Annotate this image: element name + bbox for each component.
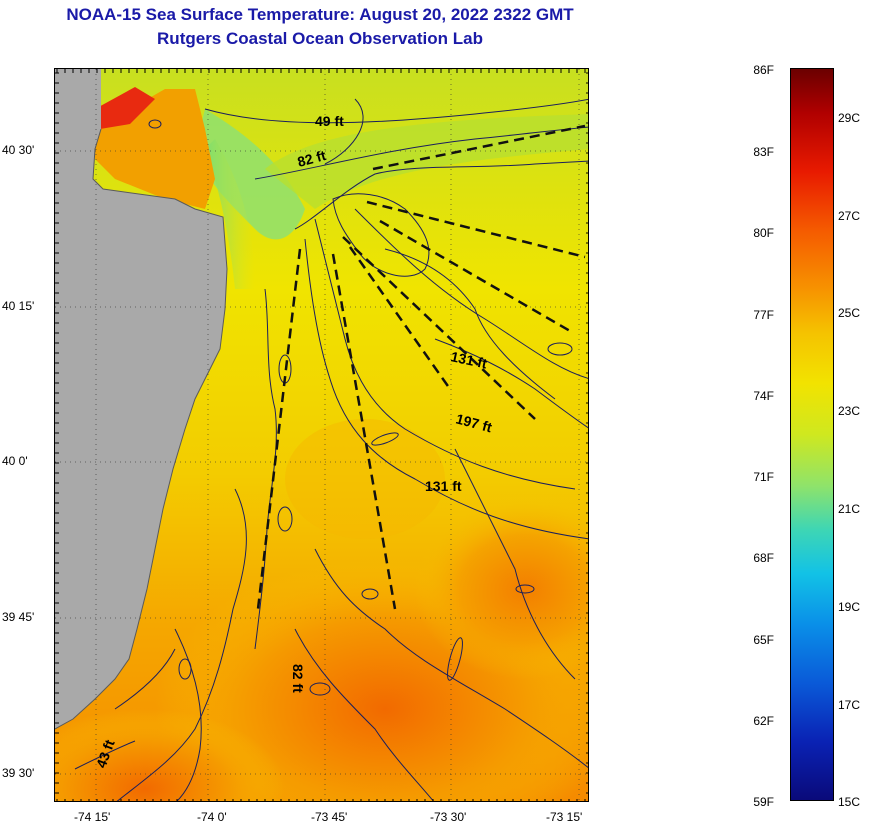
bathymetry-contours bbox=[74, 98, 588, 801]
depth-label-131ft-east: 131 ft bbox=[449, 348, 488, 371]
sst-map: 49 ft 82 ft 131 ft 197 ft 131 ft 82 ft 4… bbox=[54, 68, 589, 802]
colorbar-c-25: 25C bbox=[838, 306, 861, 320]
frame-ticks bbox=[55, 69, 588, 801]
map-title: NOAA-15 Sea Surface Temperature: August … bbox=[66, 5, 574, 24]
colorbar-f-86: 86F bbox=[753, 63, 774, 77]
colorbar-c-19: 19C bbox=[838, 600, 861, 614]
colorbar-c-27: 27C bbox=[838, 209, 861, 223]
colorbar-f-62: 62F bbox=[753, 714, 774, 728]
colorbar-c-21: 21C bbox=[838, 502, 861, 516]
land-new-jersey bbox=[55, 69, 227, 729]
colorbar-f-68: 68F bbox=[753, 551, 774, 565]
cool-water-north bbox=[265, 114, 588, 209]
lat-label-40-15: 40 15' bbox=[2, 299, 35, 313]
lon-label-73-15: -73 15' bbox=[546, 810, 583, 824]
lon-label-73-30: -73 30' bbox=[430, 810, 467, 824]
map-subtitle: Rutgers Coastal Ocean Observation Lab bbox=[157, 29, 483, 48]
lat-label-40-30: 40 30' bbox=[2, 143, 35, 157]
lane-east bbox=[366, 200, 586, 259]
depth-label-131ft-south: 131 ft bbox=[425, 478, 462, 494]
colorbar-f-77: 77F bbox=[753, 308, 774, 322]
hot-water-inlet bbox=[95, 87, 155, 129]
colorbar-c-15: 15C bbox=[838, 795, 861, 809]
shipping-lanes bbox=[256, 124, 586, 610]
depth-label-82ft-south: 82 ft bbox=[290, 664, 306, 693]
cool-water-coastal bbox=[205, 139, 255, 289]
warm-water-region-east bbox=[415, 499, 588, 679]
colorbar-c-23: 23C bbox=[838, 404, 861, 418]
lane-south bbox=[331, 253, 397, 610]
lat-label-39-45: 39 45' bbox=[2, 610, 35, 624]
graticule bbox=[55, 69, 588, 801]
depth-label-49ft: 49 ft bbox=[315, 113, 344, 129]
colorbar-f-80: 80F bbox=[753, 226, 774, 240]
sst-map-canvas: 49 ft 82 ft 131 ft 197 ft 131 ft 82 ft 4… bbox=[55, 69, 588, 801]
lon-label-73-45: -73 45' bbox=[311, 810, 348, 824]
lat-label-40-0: 40 0' bbox=[2, 454, 28, 468]
colorbar-c-17: 17C bbox=[838, 698, 861, 712]
colorbar-f-59: 59F bbox=[753, 795, 774, 809]
cool-water-harbor bbox=[195, 109, 305, 240]
lon-label-74-0: -74 0' bbox=[197, 810, 227, 824]
colorbar-f-65: 65F bbox=[753, 633, 774, 647]
lane-east-north bbox=[372, 124, 586, 171]
lane-southeast bbox=[379, 219, 571, 333]
colorbar-f-71: 71F bbox=[753, 470, 774, 484]
coastline bbox=[55, 128, 228, 730]
warm-water-region-southwest bbox=[55, 709, 285, 801]
colorbar-c-29: 29C bbox=[838, 111, 861, 125]
temperature-colorbar bbox=[790, 68, 834, 801]
depth-label-82ft-north: 82 ft bbox=[296, 147, 328, 170]
colorbar-f-83: 83F bbox=[753, 145, 774, 159]
colorbar-f-74: 74F bbox=[753, 389, 774, 403]
lane-south-east-short bbox=[348, 246, 452, 390]
lane-hudson-canyon bbox=[342, 236, 536, 420]
lat-label-39-30: 39 30' bbox=[2, 766, 35, 780]
lon-label-74-15: -74 15' bbox=[74, 810, 111, 824]
lane-south-west bbox=[256, 248, 302, 610]
